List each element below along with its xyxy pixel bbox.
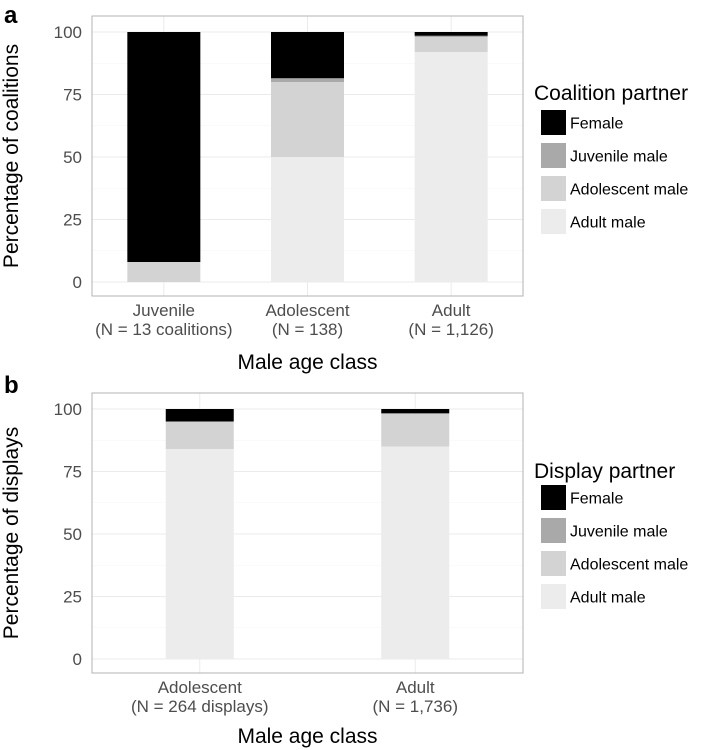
bars [127, 32, 488, 282]
legend-label: Juvenile male [570, 524, 668, 541]
y-tick-label: 50 [63, 525, 82, 544]
y-tick-label: 25 [63, 211, 82, 230]
y-axis-title: Percentage of displays [0, 427, 23, 639]
panel-letter: a [4, 2, 18, 29]
bar-segment-adult-male [165, 449, 234, 659]
x-tick-sublabel: (N = 264 displays) [131, 697, 268, 716]
legend-swatch [541, 209, 566, 234]
bar-segment-female [414, 32, 488, 36]
legend-swatch [541, 518, 566, 543]
x-tick-label: Juvenile [133, 301, 195, 320]
bar-segment-adult-male [414, 52, 488, 282]
legend: Coalition partner Female Juvenile male Adol… [534, 82, 688, 234]
legend-title: Coalition partner [534, 82, 688, 105]
x-tick-label: Adult [396, 678, 435, 697]
bar-segment-adolescent-male [127, 262, 201, 282]
bar-segment-adolescent-male [271, 82, 344, 157]
bar-segment-female [165, 409, 234, 422]
y-tick-label: 100 [54, 23, 82, 42]
y-tick-label: 0 [73, 273, 82, 292]
bars [165, 409, 450, 659]
bar-segment-female [271, 32, 344, 79]
bar-segment-juvenile-male [271, 78, 344, 82]
legend-swatch [541, 584, 566, 609]
y-tick-label: 75 [63, 86, 82, 105]
x-tick-sublabel: (N = 13 coalitions) [95, 320, 232, 339]
x-axis-title: Male age class [237, 351, 377, 374]
y-tick-label: 100 [54, 400, 82, 419]
panel-b: b 0 25 50 75 100 Adolescent(N = 264 displays) A… [0, 372, 688, 748]
bar-segment-adult-male [381, 446, 450, 659]
x-tick-label: Adolescent [265, 301, 349, 320]
x-tick-sublabel: (N = 138) [272, 320, 343, 339]
legend-label: Juvenile male [570, 149, 668, 166]
legend-swatch [541, 551, 566, 576]
legend-swatch [541, 110, 566, 135]
bar-segment-juvenile-male [381, 413, 450, 414]
plot-border [91, 15, 524, 297]
bar-segment-adolescent-male [381, 414, 450, 447]
x-axis-title: Male age class [237, 725, 377, 748]
y-tick-label: 0 [73, 650, 82, 669]
bar-segment-adult-male [271, 157, 344, 282]
bar-segment-female [381, 409, 450, 414]
bar-segment-juvenile-male [414, 35, 488, 37]
legend-label: Adolescent male [570, 557, 688, 574]
bar-segment-adolescent-male [414, 37, 488, 52]
legend-swatch [541, 485, 566, 510]
legend-label: Adult male [570, 215, 646, 232]
x-tick-sublabel: (N = 1,736) [372, 697, 458, 716]
gridlines [92, 393, 523, 673]
x-tick-sublabel: (N = 1,126) [408, 320, 494, 339]
legend-label: Female [570, 491, 623, 508]
y-tick-label: 25 [63, 588, 82, 607]
legend-label: Female [570, 116, 623, 133]
panel-letter: b [4, 372, 19, 399]
legend-label: Adult male [570, 590, 646, 607]
legend: Display partner Female Juvenile male Adoles… [534, 460, 688, 609]
legend-label: Adolescent male [570, 182, 688, 199]
bar-segment-female [127, 32, 201, 262]
x-tick-label: Adult [432, 301, 471, 320]
y-tick-label: 50 [63, 148, 82, 167]
legend-title: Display partner [534, 460, 675, 483]
panel-a: a 0 25 50 75 100 Juvenile(N = 13 coalitions) Ad… [0, 2, 688, 374]
y-tick-label: 75 [63, 463, 82, 482]
legend-swatch [541, 176, 566, 201]
legend-swatch [541, 143, 566, 168]
x-tick-label: Adolescent [158, 678, 242, 697]
bar-segment-adolescent-male [165, 421, 234, 449]
y-axis-title: Percentage of coalitions [0, 44, 23, 268]
plot-border [91, 392, 524, 674]
